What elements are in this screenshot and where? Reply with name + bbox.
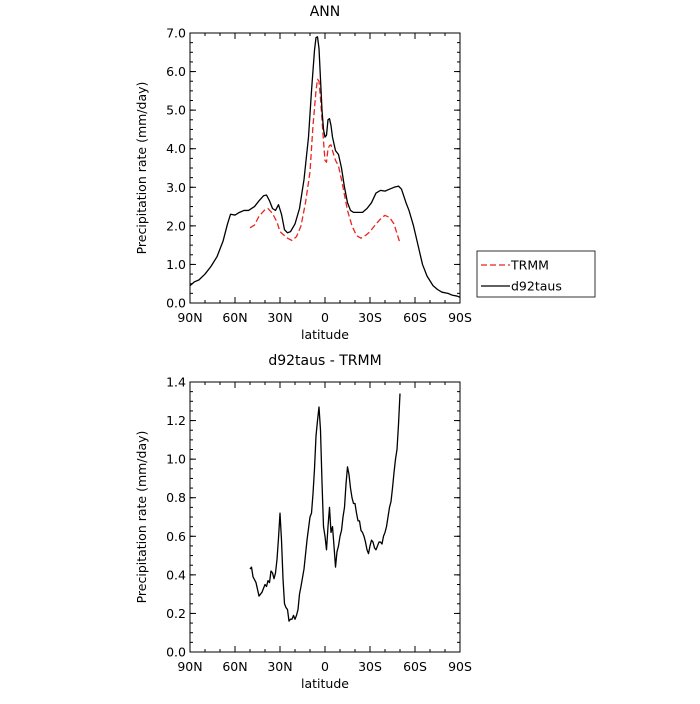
plot-frame [189, 32, 461, 304]
y-tick-label: 0.6 [166, 529, 186, 544]
y-tick-label: 0.0 [166, 296, 186, 311]
y-axis-label: Precipitation rate (mm/day) [134, 82, 149, 255]
y-tick-label: 0.4 [166, 567, 186, 582]
x-tick-label: 0 [321, 310, 329, 325]
x-tick-label: 60S [403, 310, 427, 325]
x-tick-label: 30S [358, 310, 382, 325]
series-line-difference [249, 393, 401, 622]
y-tick-label: 1.0 [166, 452, 186, 467]
y-tick-label: 1.2 [166, 413, 186, 428]
y-tick-label: 4.0 [166, 141, 186, 156]
legend: TRMM d92taus [476, 250, 596, 298]
y-tick-label: 2.0 [166, 218, 186, 233]
x-axis-label: latitude [301, 676, 349, 691]
y-tick-label: 6.0 [166, 64, 186, 79]
x-tick-label: 90N [177, 310, 202, 325]
x-tick-label: 90N [177, 659, 202, 674]
y-tick-label: 0.0 [166, 645, 186, 660]
chart-title: ANN [310, 4, 341, 20]
x-tick-label: 30N [267, 310, 292, 325]
y-tick-label: 7.0 [166, 26, 186, 41]
y-tick-label: 3.0 [166, 180, 186, 195]
x-tick-label: 0 [321, 659, 329, 674]
plot-frame [189, 381, 461, 653]
y-tick-label: 0.2 [166, 606, 186, 621]
x-tick-label: 90S [448, 659, 472, 674]
x-tick-label: 60N [222, 310, 247, 325]
y-tick-label: 0.8 [166, 490, 186, 505]
y-axis-label: Precipitation rate (mm/day) [134, 431, 149, 604]
chart-panel-top: 0.0 1.0 2.0 3.0 4.0 5.0 6.0 7.0 90N 60N 30N 0 30S 60S… [134, 4, 596, 342]
x-axis-label: latitude [301, 327, 349, 342]
x-tick-label: 90S [448, 310, 472, 325]
x-tick-label: 60S [403, 659, 427, 674]
legend-label-d92taus: d92taus [511, 279, 562, 294]
chart-panel-bottom: 0.0 0.2 0.4 0.6 0.8 1.0 1.2 1.4 90N 60N 30N 0 30S 60S… [134, 353, 472, 691]
chart-title: d92taus - TRMM [268, 353, 381, 369]
series-line-trmm [249, 78, 401, 244]
series-line-d92taus [190, 36, 460, 298]
legend-label-trmm: TRMM [510, 258, 549, 273]
x-tick-label: 60N [222, 659, 247, 674]
y-tick-label: 5.0 [166, 103, 186, 118]
y-tick-label: 1.0 [166, 257, 186, 272]
y-tick-label: 1.4 [166, 375, 186, 390]
x-tick-label: 30S [358, 659, 382, 674]
x-tick-label: 30N [267, 659, 292, 674]
legend-box [476, 250, 596, 298]
